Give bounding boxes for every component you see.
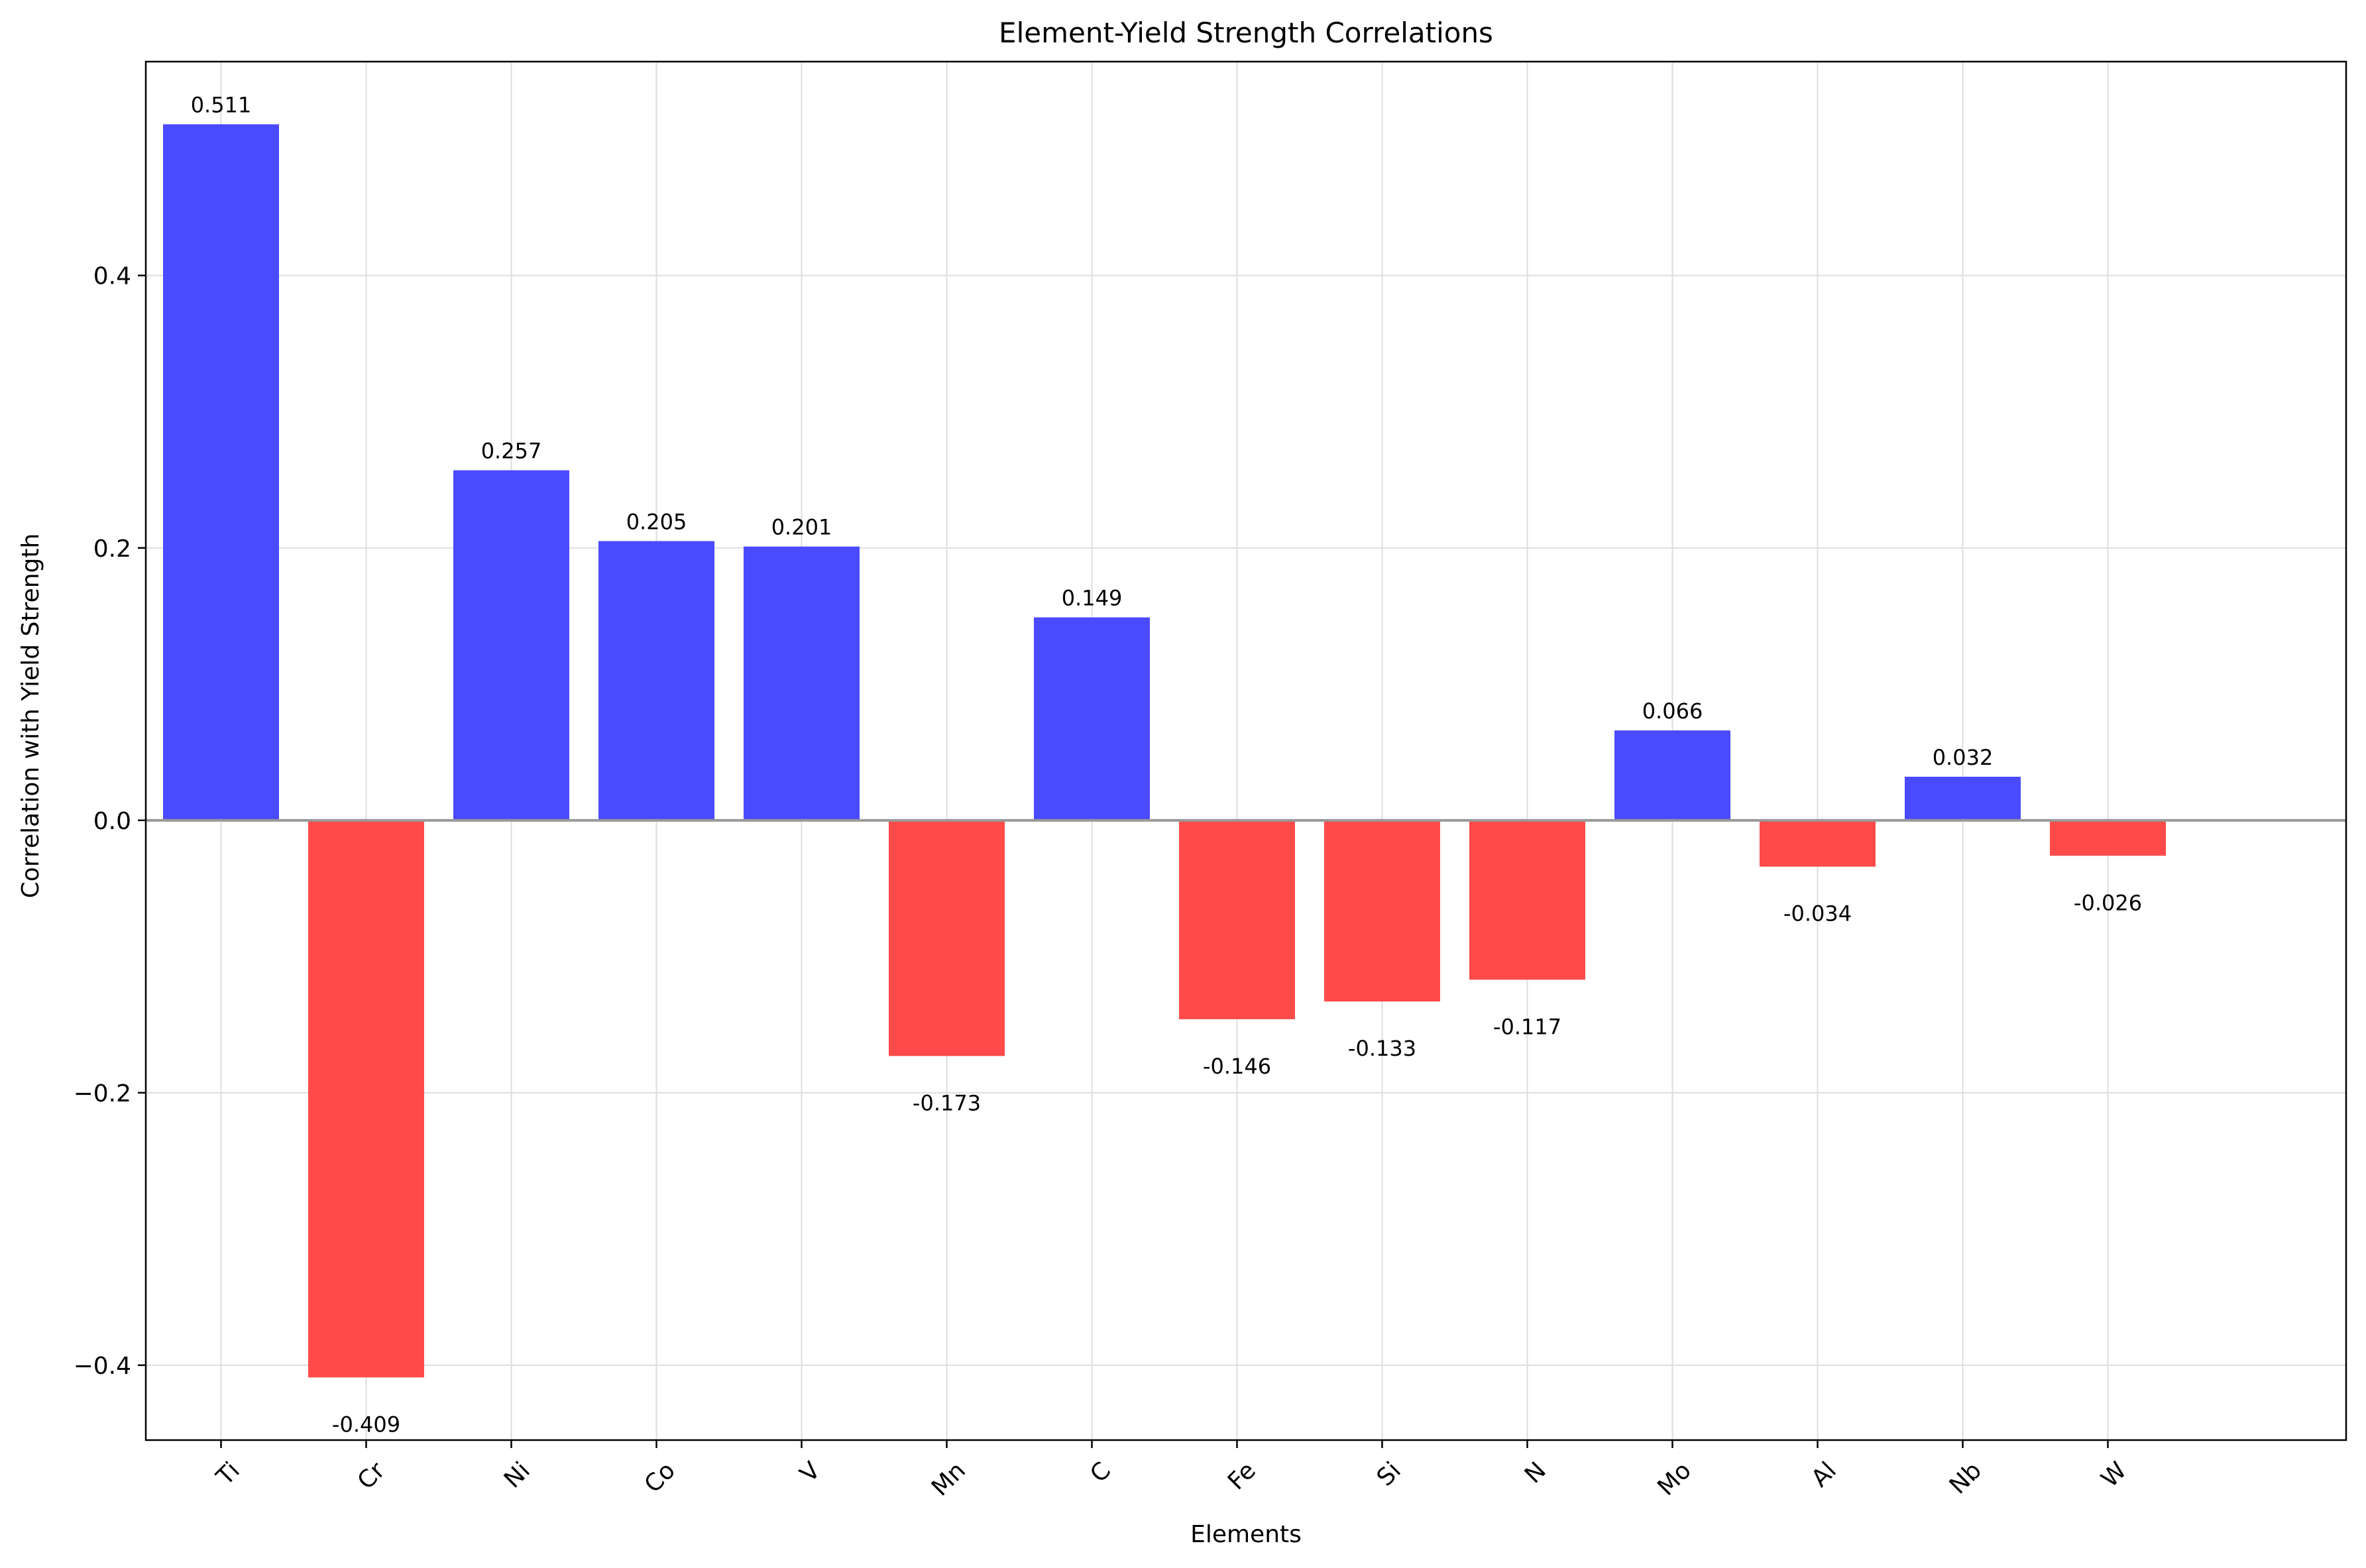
plot-frame [144,60,2347,1441]
y-tick-label: 0.0 [93,808,131,835]
y-tick-label: −0.2 [74,1080,131,1107]
bar-value-labels: 0.511 -0.409 0.257 0.205 0.201 -0.173 0.149 -0.… [191,93,2142,1437]
bar-al [1760,820,1876,867]
bar-value-label: 0.205 [626,509,687,534]
bar-value-label: -0.133 [1348,1036,1416,1061]
bar-value-label: 0.201 [771,515,832,540]
bar-value-label: 0.511 [191,93,252,118]
bar-value-label: 0.257 [481,439,542,464]
y-axis-label: Correlation with Yield Strength [17,533,44,899]
bar-value-label: 0.066 [1642,699,1703,724]
bar-si [1324,820,1440,1002]
chart-title: Element-Yield Strength Correlations [999,17,1493,49]
bar-c [1034,617,1150,820]
bar-value-label: -0.034 [1783,901,1852,926]
bar-n [1469,820,1585,980]
bar-value-label: 0.149 [1062,586,1123,611]
x-axis-label: Elements [1190,1521,1302,1548]
bar-ni [453,470,569,820]
y-tick-label: 0.2 [93,535,131,563]
bar-value-label: -0.026 [2074,890,2142,915]
bar-fe [1179,820,1295,1019]
bar-value-label: -0.173 [913,1090,981,1115]
bar-value-label: -0.117 [1493,1014,1561,1039]
bar-v [744,546,860,820]
y-tick-label: −0.4 [74,1353,131,1380]
bar-co [598,541,714,820]
bar-ti [163,124,279,820]
bar-value-label: -0.409 [332,1412,400,1437]
bar-mo [1614,730,1730,820]
bar-cr [308,820,424,1378]
bars [163,124,2166,1378]
bar-w [2050,820,2166,856]
y-tick-label: 0.4 [93,263,131,290]
bar-value-label: -0.146 [1203,1054,1271,1079]
bar-mn [889,820,1005,1056]
bar-nb [1905,777,2021,820]
bar-value-label: 0.032 [1933,745,1994,770]
